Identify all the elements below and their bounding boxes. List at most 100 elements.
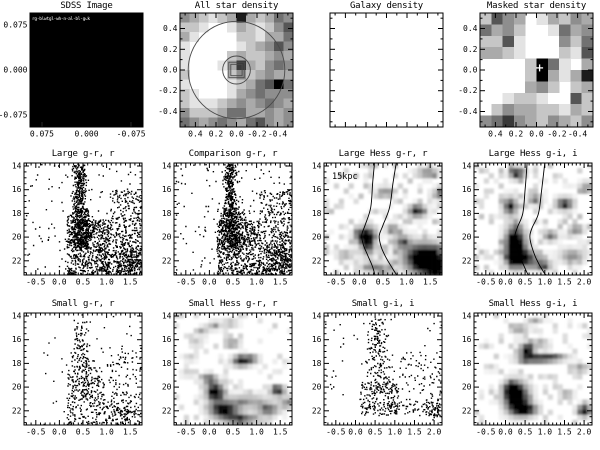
svg-text:1.0: 1.0 <box>388 428 403 437</box>
svg-text:0.0: 0.0 <box>163 66 178 75</box>
svg-text:0.0: 0.0 <box>529 130 544 139</box>
svg-text:1.0: 1.0 <box>249 278 264 287</box>
square-overlay <box>228 61 245 79</box>
axis-ticks <box>480 13 593 127</box>
all-star-density-plot: 0.4 0.2 0.0 -0.2 -0.40.40.20.0-0.2-0.4 <box>158 12 294 139</box>
svg-text:0.5: 0.5 <box>376 278 391 287</box>
svg-text:16: 16 <box>162 185 172 194</box>
small-hess-g-r-r-plot: -0.5 0.0 0.5 1.0 1.5 14 16 18 20 22 <box>162 312 293 437</box>
svg-text:-0.5: -0.5 <box>176 278 195 287</box>
svg-text:14: 14 <box>312 162 322 171</box>
small-g-i-i-plot: -0.5 0.0 0.5 1.0 1.5 2.0 14 16 18 20 22 <box>312 312 443 437</box>
svg-text:1.5: 1.5 <box>273 428 288 437</box>
axis-ticks <box>473 163 593 275</box>
svg-text:0.2: 0.2 <box>509 130 524 139</box>
svg-text:0.0: 0.0 <box>202 278 217 287</box>
panel-title: All star density <box>194 1 279 11</box>
panel-masked-star-density: Masked star density 0.4 0.2 0.0 -0.2 -0.4 0.4… <box>450 0 600 145</box>
panel-galaxy-density: Galaxy density <box>300 0 450 145</box>
svg-text:0.0: 0.0 <box>352 278 367 287</box>
svg-text:22: 22 <box>162 256 172 265</box>
tick-labels: -0.5 0.0 0.5 1.0 1.5 14 16 18 20 22 <box>12 162 138 287</box>
svg-text:1.0: 1.0 <box>99 278 114 287</box>
axis-ticks <box>330 13 443 127</box>
svg-text:16: 16 <box>312 185 322 194</box>
panel-title: Large Hess g-i, i <box>488 149 578 159</box>
svg-text:-0.4: -0.4 <box>158 107 177 116</box>
svg-text:1.5: 1.5 <box>423 278 438 287</box>
svg-text:20: 20 <box>162 383 172 392</box>
axis-ticks <box>30 13 143 127</box>
svg-text:-0.4: -0.4 <box>268 130 287 139</box>
svg-text:18: 18 <box>162 359 172 368</box>
svg-text:1.0: 1.0 <box>99 428 114 437</box>
scatter-points <box>325 318 442 425</box>
svg-text:1.0: 1.0 <box>538 278 553 287</box>
svg-text:0.0: 0.0 <box>463 66 478 75</box>
panel-large-g-r-r: Large g-r, r -0.5 0.0 0.5 1.0 1.5 14 16 18 20 22 <box>0 145 150 295</box>
svg-text:-0.4: -0.4 <box>458 107 477 116</box>
sdss-image-plot: rg-blwtgl-wh-n-al-bl-gck 0.075 0.000 -0.075… <box>0 12 146 139</box>
svg-text:1.5: 1.5 <box>557 278 572 287</box>
svg-text:0.000: 0.000 <box>74 130 98 139</box>
tick-labels: -0.5 0.0 0.5 1.0 1.5 2.0 14 16 18 20 22 <box>462 312 592 437</box>
svg-text:1.5: 1.5 <box>123 428 138 437</box>
contour-line <box>529 163 548 275</box>
axis-ticks <box>473 313 593 425</box>
svg-text:18: 18 <box>12 359 22 368</box>
svg-text:2.0: 2.0 <box>427 428 442 437</box>
svg-text:0.2: 0.2 <box>209 130 224 139</box>
axis-ticks <box>24 163 142 275</box>
axis-ticks <box>323 313 443 425</box>
tick-labels: -0.5 0.0 0.5 1.0 1.5 14 16 18 20 22 <box>312 162 438 287</box>
svg-text:20: 20 <box>12 383 22 392</box>
tick-labels: 0.075 0.000 -0.075 0.075 0.000 -0.075 <box>0 21 146 139</box>
scatter-points <box>175 163 292 275</box>
fine-print: rg-blwtgl-wh-n-al-bl-gck <box>32 16 90 22</box>
svg-text:0.4: 0.4 <box>463 24 478 33</box>
svg-text:-0.2: -0.2 <box>247 130 266 139</box>
circle-overlay <box>187 20 286 120</box>
tick-labels: -0.5 0.0 0.5 1.0 1.5 14 16 18 20 22 <box>162 312 288 437</box>
svg-text:0.2: 0.2 <box>163 45 178 54</box>
contour-line <box>361 163 376 275</box>
svg-text:1.5: 1.5 <box>407 428 422 437</box>
svg-text:22: 22 <box>462 406 472 415</box>
circle-overlay <box>222 55 251 85</box>
svg-text:18: 18 <box>462 359 472 368</box>
svg-text:-0.2: -0.2 <box>458 86 477 95</box>
svg-text:2.0: 2.0 <box>577 278 592 287</box>
plot-box <box>323 312 443 426</box>
panel-small-hess-g-i-i: Small Hess g-i, i -0.5 0.0 0.5 1.0 1.5 2.0 14 1… <box>450 295 600 450</box>
svg-text:-0.5: -0.5 <box>326 278 345 287</box>
svg-text:14: 14 <box>12 162 22 171</box>
plot-content: 15kpc <box>324 163 442 275</box>
panel-title: SDSS Image <box>60 1 113 11</box>
svg-text:22: 22 <box>462 256 472 265</box>
svg-text:0.0: 0.0 <box>229 130 244 139</box>
hess-image <box>324 163 442 275</box>
svg-text:-0.5: -0.5 <box>26 428 45 437</box>
masked-star-density-plot: 0.4 0.2 0.0 -0.2 -0.40.40.20.0-0.2-0.4 <box>458 12 594 139</box>
svg-text:20: 20 <box>312 383 322 392</box>
svg-text:-0.075: -0.075 <box>117 130 146 139</box>
plot-content <box>43 314 142 425</box>
small-g-r-r-plot: -0.5 0.0 0.5 1.0 1.5 14 16 18 20 22 <box>12 312 143 437</box>
large-g-r-r-plot: -0.5 0.0 0.5 1.0 1.5 14 16 18 20 22 <box>12 162 143 287</box>
tick-labels: -0.5 0.0 0.5 1.0 1.5 14 16 18 20 22 <box>162 162 288 287</box>
svg-text:20: 20 <box>162 233 172 242</box>
panel-large-hess-g-i-i: Large Hess g-i, i -0.5 0.0 0.5 1.0 1.5 2.0 14 1… <box>450 145 600 295</box>
svg-text:-0.5: -0.5 <box>326 428 345 437</box>
tick-labels: -0.5 0.0 0.5 1.0 1.5 2.0 14 16 18 20 22 <box>462 162 592 287</box>
plot-content <box>474 163 592 275</box>
svg-text:0.5: 0.5 <box>76 278 91 287</box>
svg-text:0.0: 0.0 <box>52 278 67 287</box>
panel-title: Small Hess g-r, r <box>188 299 278 309</box>
svg-text:0.4: 0.4 <box>163 24 178 33</box>
svg-text:16: 16 <box>12 335 22 344</box>
svg-text:0.075: 0.075 <box>30 130 54 139</box>
panel-title: Masked star density <box>486 1 587 11</box>
svg-text:1.0: 1.0 <box>249 428 264 437</box>
svg-text:-0.075: -0.075 <box>0 111 28 120</box>
plus-marker <box>536 64 544 72</box>
